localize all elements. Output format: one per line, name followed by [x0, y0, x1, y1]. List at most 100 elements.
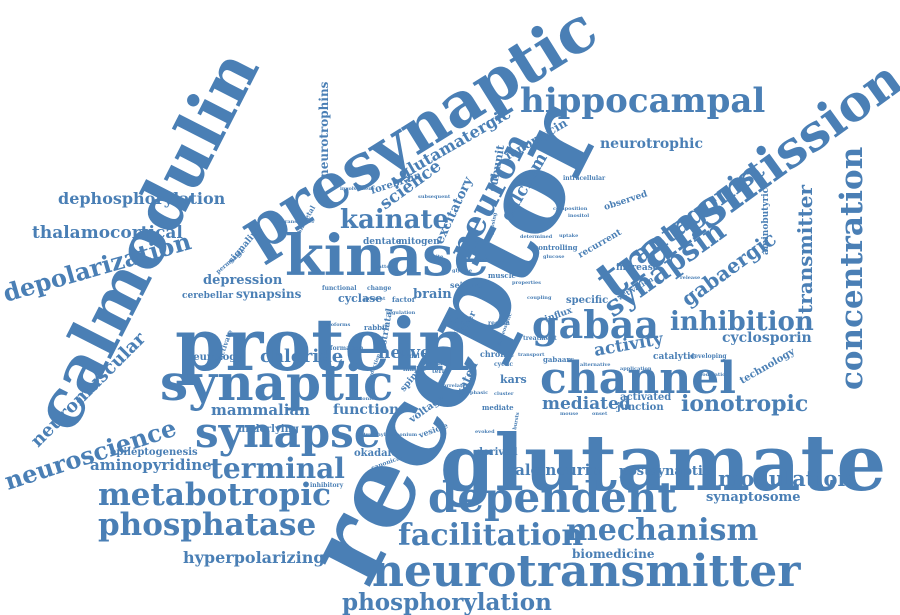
word: phosphorylation: [342, 589, 552, 615]
word: pattern: [375, 264, 396, 270]
word: muscle: [488, 271, 516, 280]
word: change: [367, 285, 391, 292]
word: kars: [500, 373, 527, 386]
word: modulation: [718, 466, 853, 491]
word: application: [620, 366, 652, 372]
word: synaptosome: [706, 490, 801, 505]
word: glycine: [452, 268, 472, 274]
word: factor: [392, 295, 416, 304]
word: calcineurin: [506, 461, 601, 479]
word: inositol: [568, 213, 589, 219]
word: onset: [592, 411, 608, 417]
word: chronic: [480, 349, 514, 359]
word: release: [680, 275, 700, 281]
word: region: [488, 320, 510, 327]
word: dephosphorylation: [58, 189, 226, 208]
word: biomedicine: [572, 547, 655, 561]
word: type: [448, 314, 472, 325]
word: inhibition: [670, 307, 814, 337]
word: dependent: [428, 473, 677, 522]
word: phosphatase: [98, 507, 316, 543]
word: aminobutyric: [761, 187, 771, 255]
word: channel: [540, 353, 736, 404]
word: okadaic: [354, 448, 397, 459]
word: determined: [520, 234, 553, 240]
word: phasic: [470, 390, 488, 396]
word: facilitation: [398, 518, 583, 553]
word: synaptic: [160, 353, 393, 412]
word: permeable: [215, 247, 247, 275]
word: shift: [430, 360, 446, 367]
word: seizure: [450, 280, 482, 290]
word: ionotropic: [681, 391, 808, 417]
word: thalamocortical: [32, 223, 183, 243]
word: composition: [553, 206, 588, 212]
word: concentration: [834, 147, 870, 390]
word: kinase: [285, 223, 489, 289]
word: bursts: [512, 412, 521, 431]
word: evoked: [475, 429, 495, 435]
word: terminal: [210, 452, 345, 485]
word: cyclic: [494, 361, 513, 368]
word: cerebellar: [182, 291, 233, 301]
word: mediate: [482, 403, 514, 412]
word: subsequent: [418, 194, 451, 200]
word: involvement: [340, 186, 375, 192]
word: kainate: [340, 205, 449, 235]
word: cotransporter: [276, 219, 315, 225]
word: cyclase: [338, 292, 382, 305]
word: synapse: [195, 408, 381, 457]
word: coupling: [527, 295, 552, 301]
word: postsynaptic: [619, 464, 711, 479]
word: glutamate: [440, 418, 886, 509]
word: regulation: [386, 310, 416, 316]
word: glucose: [543, 254, 564, 260]
word: depression: [203, 273, 283, 288]
word: inhibitory: [310, 482, 344, 489]
word: tetraethylammonium: [358, 432, 418, 438]
word: neurology: [186, 352, 243, 363]
word: gabaars: [543, 355, 574, 364]
word: site: [433, 254, 443, 260]
word: neurotrophins: [317, 81, 331, 178]
word: modulation: [697, 372, 729, 378]
word: mitogen: [398, 237, 440, 247]
word: gabaa: [532, 302, 659, 347]
word: chloride: [260, 346, 343, 367]
word: formation: [330, 345, 364, 352]
word: function: [333, 402, 399, 418]
word: cyclosporin: [722, 330, 812, 346]
word: nerve: [378, 343, 431, 363]
word: mechanism: [566, 513, 758, 548]
word: developing: [690, 353, 727, 360]
word: mouse: [560, 411, 578, 417]
word: metabotropic: [98, 477, 331, 513]
word: epileptogenesis: [110, 447, 198, 458]
word: treatment: [523, 335, 557, 342]
word: aminopyridine: [90, 456, 212, 474]
word: model: [399, 353, 420, 360]
word: underlying: [238, 424, 299, 435]
word: opposing: [488, 212, 498, 239]
word: intracellular: [563, 175, 606, 182]
word: derived: [476, 447, 518, 458]
word: synapsins: [236, 287, 302, 301]
word: dentate: [363, 237, 402, 247]
word: increase: [616, 263, 659, 273]
word: neurotransmitter: [372, 546, 801, 597]
word: technology: [738, 346, 798, 387]
word: transmitter: [793, 185, 817, 314]
word: brain: [413, 287, 452, 302]
word: specific: [566, 295, 608, 306]
word: inhibit: [403, 366, 426, 373]
word: transport: [518, 352, 545, 358]
word: cluster: [494, 391, 514, 397]
word: rabbit: [364, 323, 389, 332]
word: neurotrophic: [600, 136, 703, 152]
word: properties: [512, 280, 541, 286]
word: observed: [603, 189, 650, 213]
word: cells: [451, 326, 461, 340]
word: tonic: [360, 396, 374, 402]
